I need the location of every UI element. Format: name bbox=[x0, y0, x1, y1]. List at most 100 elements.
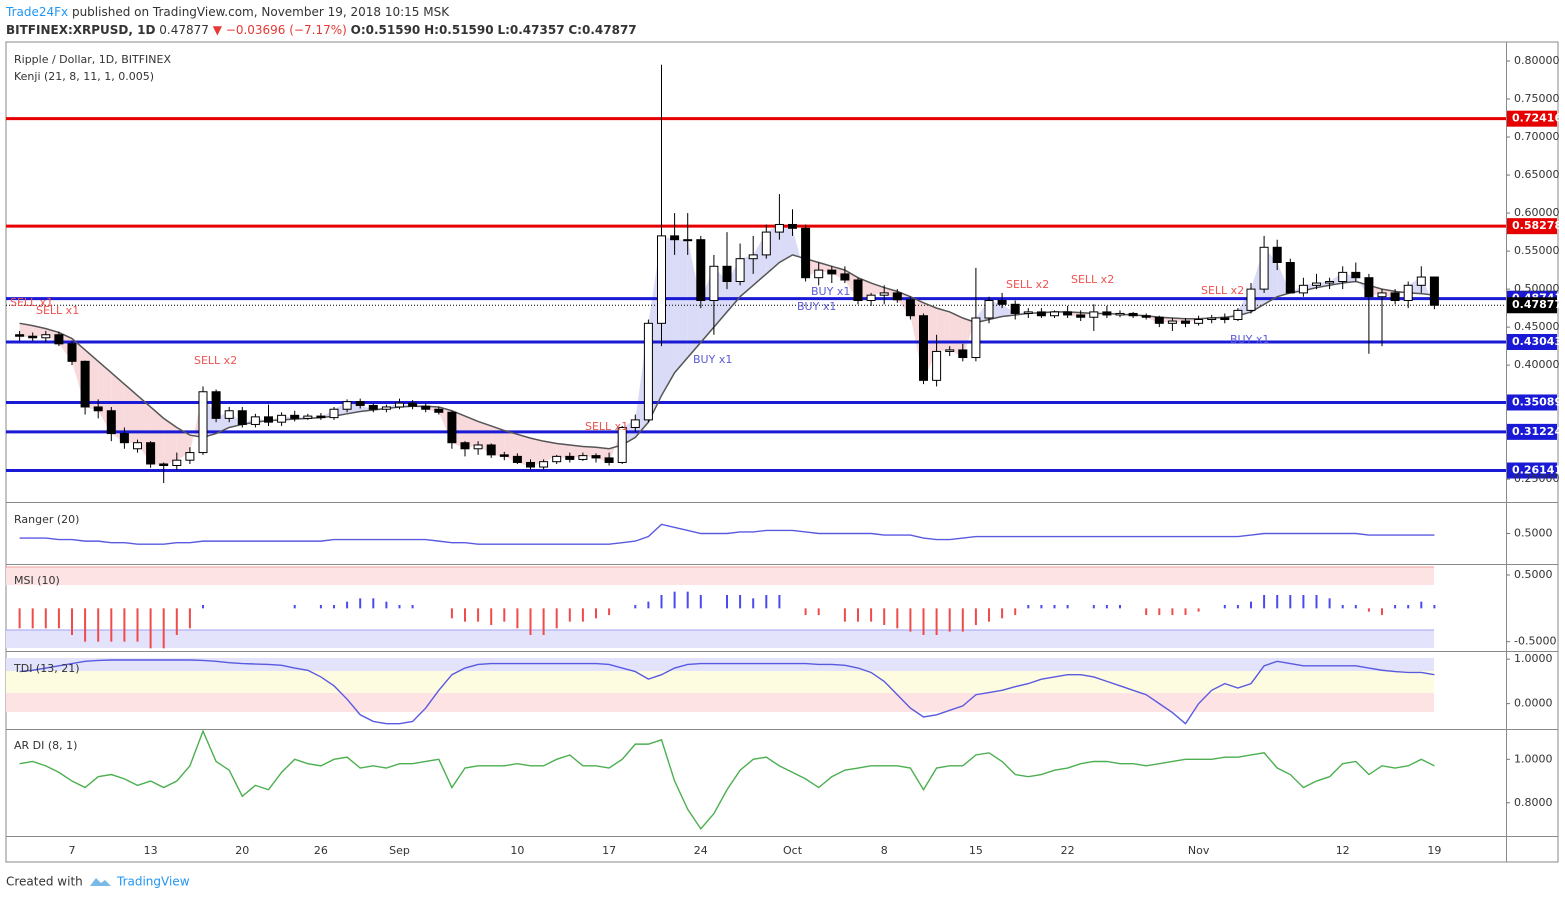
footer-brand[interactable]: TradingView bbox=[116, 875, 190, 889]
signal-label: BUY x1 bbox=[1230, 333, 1269, 346]
ohlc-high: H:0.51590 bbox=[424, 23, 494, 37]
candle-body bbox=[958, 349, 968, 359]
histogram-bar bbox=[1263, 595, 1266, 609]
histogram-bar bbox=[1053, 605, 1056, 609]
candle-body bbox=[447, 411, 457, 444]
candle-body bbox=[735, 258, 745, 283]
published: published on TradingView.com, November 1… bbox=[68, 5, 450, 19]
candle-body bbox=[971, 317, 981, 359]
histogram-bar bbox=[883, 608, 886, 625]
indicator-title: Kenji (21, 8, 11, 1, 0.005) bbox=[14, 70, 154, 83]
histogram-bar bbox=[778, 595, 781, 609]
histogram-bar bbox=[162, 608, 165, 649]
candle-body bbox=[814, 269, 824, 279]
kenji-fill bbox=[674, 239, 688, 373]
histogram-bar bbox=[660, 595, 663, 609]
candle-body bbox=[250, 416, 260, 425]
candle-body bbox=[526, 461, 535, 468]
histogram-bar bbox=[57, 608, 60, 629]
candle-body bbox=[421, 405, 431, 410]
histogram-bar bbox=[503, 608, 506, 622]
candle-body bbox=[552, 455, 562, 463]
y-tick-label: 1.0000 bbox=[1514, 652, 1553, 665]
level-tag-label: 0.72416 bbox=[1512, 112, 1562, 125]
kenji-fill bbox=[792, 228, 806, 278]
kenji-fill bbox=[163, 418, 177, 466]
level-tag-label: 0.26141 bbox=[1512, 464, 1562, 477]
x-tick-label: Nov bbox=[1188, 844, 1210, 857]
histogram-bar bbox=[765, 595, 768, 609]
header-line: Trade24Fx published on TradingView.com, … bbox=[5, 5, 450, 19]
change: ▼ −0.03696 (−7.17%) bbox=[213, 23, 347, 37]
level-tag bbox=[1507, 462, 1557, 479]
signal-label: SELL x2 bbox=[1006, 278, 1049, 291]
candle-body bbox=[1351, 271, 1361, 279]
candle-body bbox=[512, 455, 522, 463]
histogram-bar bbox=[202, 605, 204, 609]
candle-body bbox=[264, 416, 273, 423]
candle-body bbox=[722, 265, 732, 283]
candle-body bbox=[198, 391, 208, 454]
candle-body bbox=[1285, 261, 1295, 294]
candle-body bbox=[1063, 311, 1073, 316]
level-tag bbox=[1507, 423, 1557, 440]
candle-body bbox=[1050, 311, 1059, 317]
histogram-bar bbox=[804, 608, 807, 615]
x-tick-label: 26 bbox=[314, 844, 328, 857]
histogram-bar bbox=[1394, 605, 1397, 609]
x-tick-label: 10 bbox=[510, 844, 524, 857]
y-tick-label: 0.75000 bbox=[1514, 92, 1560, 105]
histogram-bar bbox=[516, 608, 519, 629]
histogram-bar bbox=[1066, 605, 1069, 609]
candle-body bbox=[945, 349, 955, 352]
candle-body bbox=[41, 334, 51, 339]
y-tick-label: 0.60000 bbox=[1514, 206, 1560, 219]
candle-body bbox=[853, 279, 863, 302]
candle-body bbox=[1259, 246, 1269, 290]
candle-body bbox=[1429, 276, 1439, 306]
candle-body bbox=[997, 300, 1007, 305]
kenji-fill bbox=[530, 438, 544, 468]
histogram-bar bbox=[136, 608, 139, 642]
kenji-fill bbox=[1224, 310, 1238, 320]
kenji-fill bbox=[124, 384, 138, 443]
candle-body bbox=[696, 239, 706, 302]
x-tick-label: 12 bbox=[1336, 844, 1350, 857]
y-tick-label: 0.40000 bbox=[1514, 358, 1560, 371]
histogram-bar bbox=[1027, 605, 1030, 609]
kenji-fill bbox=[556, 443, 570, 460]
histogram-bar bbox=[1341, 605, 1344, 609]
level-tag-label: 0.31224 bbox=[1512, 425, 1562, 438]
candle-body bbox=[54, 334, 64, 345]
level-tag bbox=[1507, 334, 1557, 351]
histogram-bar bbox=[1001, 608, 1004, 619]
candle-body bbox=[1141, 315, 1151, 318]
histogram-bar bbox=[1119, 605, 1121, 609]
histogram-bar bbox=[752, 598, 755, 609]
level-tag bbox=[1507, 218, 1557, 235]
histogram-bar bbox=[411, 605, 414, 609]
y-tick-label: 0.0000 bbox=[1514, 697, 1553, 710]
candle-body bbox=[643, 322, 653, 421]
candle-body bbox=[93, 406, 103, 412]
signal-label: BUY x1 bbox=[797, 300, 836, 313]
candle-body bbox=[277, 414, 287, 423]
histogram-bar bbox=[699, 595, 702, 609]
histogram-bar bbox=[673, 591, 676, 609]
candle-body bbox=[866, 294, 876, 302]
candle-body bbox=[460, 442, 470, 450]
histogram-bar bbox=[18, 608, 21, 629]
signal-label: SELL x1 bbox=[10, 296, 53, 309]
candle-body bbox=[1089, 311, 1099, 318]
y-tick-label: 0.65000 bbox=[1514, 168, 1560, 181]
histogram-bar bbox=[110, 608, 113, 642]
histogram-bar bbox=[870, 608, 873, 622]
candle-body bbox=[788, 223, 797, 229]
histogram-bar bbox=[529, 608, 532, 635]
last-price-tag bbox=[1507, 297, 1557, 314]
candle-body bbox=[146, 442, 156, 465]
ohlc-close: C:0.47877 bbox=[568, 23, 636, 37]
candle-body bbox=[342, 401, 352, 410]
level-tag bbox=[1507, 394, 1557, 411]
candle-body bbox=[290, 414, 300, 419]
